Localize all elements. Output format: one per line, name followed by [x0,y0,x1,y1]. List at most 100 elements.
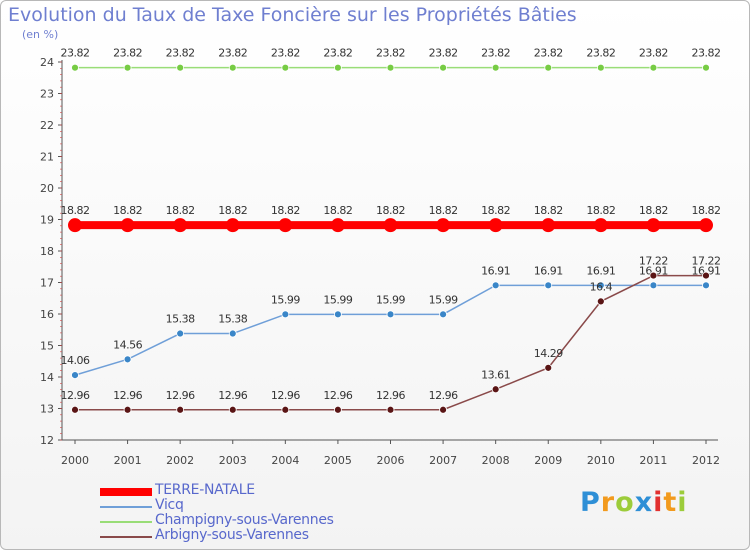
data-point [228,329,237,338]
x-tick-label: 2010 [587,454,615,467]
data-label: 18.82 [113,204,142,217]
legend-swatch [100,521,152,523]
legend-label: TERRE-NATALE [155,482,255,498]
data-label: 23.82 [376,47,405,60]
data-point [702,63,710,72]
data-label: 12.96 [271,389,300,402]
data-label: 18.82 [534,204,563,217]
legend-swatch [100,488,152,496]
data-label: 23.82 [166,47,195,60]
data-label: 17.22 [692,255,721,268]
y-tick-label: 20 [40,182,54,195]
y-tick-label: 13 [40,403,54,416]
data-point [593,218,608,233]
legend-label: Champigny-sous-Varennes [155,512,334,528]
data-label: 16.91 [639,264,668,277]
data-label: 23.82 [113,47,142,60]
data-label: 12.96 [323,389,352,402]
data-point [439,405,447,414]
data-label: 12.96 [218,389,247,402]
data-label: 23.82 [534,47,563,60]
data-point [544,363,553,372]
data-label: 18.82 [481,204,510,217]
data-point [176,63,185,72]
x-tick-label: 2006 [377,454,405,467]
data-point [71,63,79,72]
data-label: 15.99 [429,293,458,306]
y-tick-label: 15 [40,340,54,353]
data-label: 16.91 [692,264,721,277]
x-tick-label: 2002 [166,454,194,467]
data-label: 12.96 [113,389,142,402]
data-point [544,63,553,72]
data-point [596,281,605,290]
data-point [334,405,342,414]
data-label: 12.96 [376,389,405,402]
data-label: 15.38 [166,313,195,326]
data-point [491,385,500,394]
data-point [386,405,395,414]
x-tick-label: 2003 [219,454,247,467]
data-point [281,405,290,414]
proxiti-logo: Proxiti [580,487,688,518]
x-tick-label: 2007 [429,454,457,467]
x-tick-label: 2012 [692,454,720,467]
legend-label: Vicq [155,497,184,513]
data-point [699,218,713,233]
data-point [71,405,79,414]
x-tick-label: 2000 [61,454,89,467]
data-point [436,218,451,233]
data-point [334,310,342,319]
data-label: 14.06 [61,354,90,367]
data-label: 16.91 [481,264,510,277]
data-point [439,63,447,72]
data-point [541,218,556,233]
data-point [646,218,661,233]
data-label: 18.82 [586,204,615,217]
data-label: 23.82 [639,47,668,60]
y-tick-label: 14 [40,371,54,384]
data-label: 23.82 [429,47,458,60]
data-label: 12.96 [61,389,90,402]
data-label: 23.82 [692,47,721,60]
data-label: 15.99 [271,293,300,306]
data-point [123,355,132,364]
data-label: 18.82 [639,204,668,217]
data-label: 23.82 [218,47,247,60]
y-tick-label: 19 [40,214,54,227]
data-point [71,371,79,380]
data-label: 23.82 [586,47,615,60]
legend-label: Arbigny-sous-Varennes [155,527,309,543]
data-label: 16.4 [590,280,613,293]
data-point [491,63,500,72]
data-point [68,218,82,233]
data-point [176,329,185,338]
data-label: 17.22 [639,255,668,268]
x-tick-label: 2004 [271,454,299,467]
data-label: 16.91 [586,264,615,277]
data-label: 23.82 [61,47,90,60]
data-label: 18.82 [61,204,90,217]
data-point [281,63,290,72]
data-point [544,281,553,290]
chart-title: Evolution du Taux de Taxe Foncière sur l… [8,4,577,26]
y-tick-label: 12 [40,434,54,447]
data-label: 18.82 [692,204,721,217]
data-point [439,310,447,319]
data-label: 18.82 [166,204,195,217]
data-label: 18.82 [376,204,405,217]
x-tick-label: 2001 [114,454,142,467]
data-point [386,63,395,72]
data-point [649,281,658,290]
data-point [386,310,395,319]
y-tick-label: 22 [40,119,54,132]
data-point [123,63,132,72]
data-point [278,218,293,233]
unit-label: (en %) [22,28,59,41]
data-point [281,310,290,319]
data-point [596,297,605,306]
y-tick-label: 17 [40,277,54,290]
data-label: 15.38 [218,313,247,326]
